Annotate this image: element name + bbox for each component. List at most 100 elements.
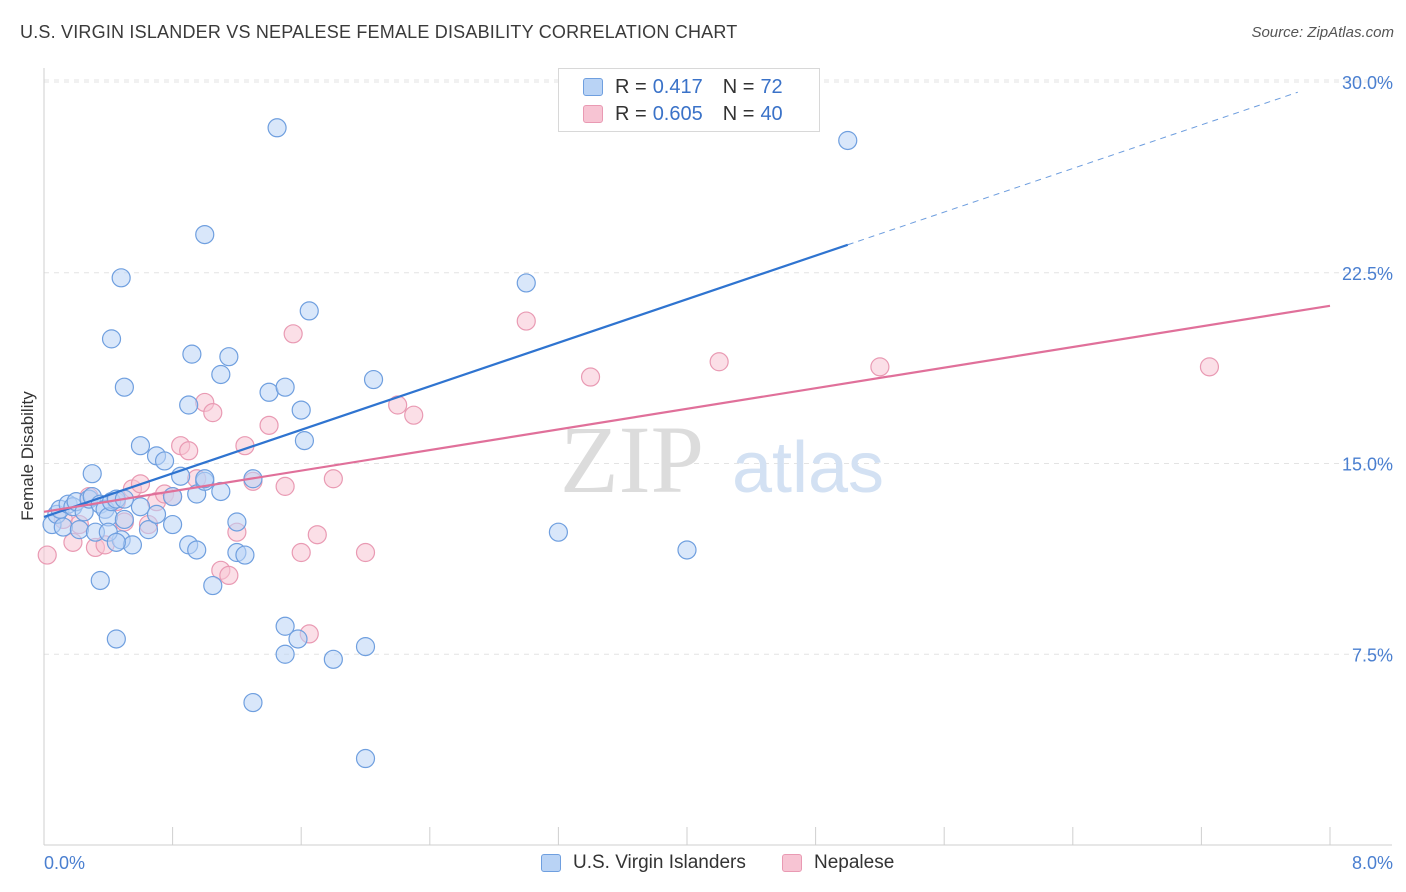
point-virgin-islanders bbox=[677, 540, 697, 560]
trend-line-nepalese bbox=[43, 304, 1331, 513]
point-virgin-islanders bbox=[299, 301, 319, 321]
r-label: R = bbox=[615, 102, 647, 125]
point-virgin-islanders bbox=[114, 377, 134, 397]
point-virgin-islanders bbox=[90, 570, 110, 591]
tick-labels: 7.5% 15.0% 22.5% 30.0% 0.0% 8.0% bbox=[44, 73, 1393, 873]
y-tick-label: 30.0% bbox=[1342, 73, 1393, 93]
point-virgin-islanders bbox=[146, 504, 167, 524]
point-virgin-islanders bbox=[243, 692, 263, 713]
point-virgin-islanders bbox=[275, 616, 295, 636]
point-virgin-islanders bbox=[106, 629, 126, 649]
legend-label: U.S. Virgin Islanders bbox=[573, 852, 746, 873]
point-virgin-islanders bbox=[355, 637, 376, 657]
y-tick-label: 7.5% bbox=[1352, 645, 1393, 665]
point-nepalese bbox=[323, 469, 343, 489]
trend-lines bbox=[43, 91, 1331, 518]
legend-label: Nepalese bbox=[814, 852, 895, 873]
point-nepalese bbox=[283, 324, 303, 344]
y-tick-label: 15.0% bbox=[1342, 455, 1393, 475]
point-nepalese bbox=[355, 542, 376, 563]
r-label: R = bbox=[615, 75, 647, 98]
pink-swatch bbox=[782, 854, 802, 872]
watermark: ZIP atlas bbox=[560, 406, 884, 513]
point-virgin-islanders bbox=[267, 118, 287, 138]
point-nepalese bbox=[870, 357, 890, 377]
point-virgin-islanders bbox=[82, 464, 102, 484]
point-virgin-islanders bbox=[163, 514, 183, 535]
x-tick-label: 0.0% bbox=[44, 853, 85, 873]
n-value: 72 bbox=[760, 75, 783, 98]
pink-swatch bbox=[583, 105, 603, 123]
point-virgin-islanders bbox=[227, 512, 247, 532]
watermark-zip: ZIP bbox=[560, 406, 704, 513]
point-nepalese bbox=[275, 476, 295, 496]
chart-title: U.S. VIRGIN ISLANDER VS NEPALESE FEMALE … bbox=[20, 22, 738, 42]
axes bbox=[43, 68, 1392, 846]
legend-item-virgin-islanders: U.S. Virgin Islanders bbox=[541, 852, 746, 874]
point-virgin-islanders bbox=[291, 400, 311, 420]
point-virgin-islanders bbox=[182, 344, 202, 364]
point-virgin-islanders bbox=[838, 130, 858, 151]
point-nepalese bbox=[203, 403, 223, 423]
point-virgin-islanders bbox=[363, 369, 384, 390]
point-virgin-islanders bbox=[259, 382, 279, 402]
point-virgin-islanders bbox=[138, 520, 159, 540]
point-nepalese bbox=[219, 565, 239, 586]
point-nepalese bbox=[388, 395, 408, 415]
point-virgin-islanders bbox=[203, 575, 223, 596]
point-virgin-islanders bbox=[154, 451, 175, 471]
point-nepalese bbox=[580, 367, 601, 387]
point-virgin-islanders bbox=[195, 225, 215, 245]
point-nepalese bbox=[291, 542, 311, 563]
n-label: N = bbox=[722, 102, 755, 125]
point-virgin-islanders bbox=[275, 377, 295, 397]
point-virgin-islanders bbox=[101, 329, 122, 349]
blue-swatch bbox=[541, 854, 561, 872]
point-nepalese bbox=[404, 405, 424, 425]
point-virgin-islanders bbox=[122, 535, 143, 555]
series-legend: U.S. Virgin Islanders Nepalese bbox=[0, 852, 1406, 878]
point-virgin-islanders bbox=[288, 629, 308, 649]
trend-line-virgin-islanders-extension bbox=[847, 91, 1299, 246]
point-virgin-islanders bbox=[53, 517, 73, 537]
series-virgin-islanders-points bbox=[42, 118, 858, 769]
point-virgin-islanders bbox=[323, 649, 343, 669]
point-virgin-islanders bbox=[130, 436, 151, 456]
n-label: N = bbox=[722, 75, 755, 98]
point-nepalese bbox=[259, 415, 279, 435]
point-nepalese bbox=[1199, 357, 1220, 377]
trend-line-virgin-islanders bbox=[43, 243, 849, 518]
point-virgin-islanders bbox=[294, 431, 315, 451]
point-virgin-islanders bbox=[516, 273, 536, 293]
point-nepalese bbox=[709, 352, 729, 372]
watermark-atlas: atlas bbox=[732, 428, 884, 508]
point-virgin-islanders bbox=[187, 540, 207, 560]
r-value: 0.417 bbox=[652, 75, 703, 98]
r-value: 0.605 bbox=[652, 102, 703, 125]
point-virgin-islanders bbox=[195, 469, 215, 489]
x-tick-label: 8.0% bbox=[1352, 853, 1393, 873]
point-virgin-islanders bbox=[235, 545, 255, 565]
point-virgin-islanders bbox=[211, 364, 231, 385]
y-tick-label: 22.5% bbox=[1342, 264, 1393, 284]
point-nepalese bbox=[179, 441, 199, 461]
n-value: 40 bbox=[760, 102, 783, 125]
stats-row-virgin-islanders: R = 0.417 N = 72 bbox=[583, 74, 783, 100]
point-virgin-islanders bbox=[130, 497, 151, 517]
point-virgin-islanders bbox=[275, 644, 295, 664]
blue-swatch bbox=[583, 78, 603, 96]
point-virgin-islanders bbox=[179, 395, 199, 415]
stats-row-nepalese: R = 0.605 N = 40 bbox=[583, 101, 783, 127]
point-virgin-islanders bbox=[548, 522, 569, 542]
point-virgin-islanders bbox=[219, 347, 239, 367]
source-label: Source: ZipAtlas.com bbox=[1251, 24, 1394, 41]
point-virgin-islanders bbox=[355, 748, 376, 769]
point-virgin-islanders bbox=[106, 532, 126, 552]
point-virgin-islanders bbox=[69, 520, 89, 540]
point-virgin-islanders bbox=[114, 509, 134, 530]
point-nepalese bbox=[516, 311, 536, 331]
legend-item-nepalese: Nepalese bbox=[782, 852, 894, 874]
stats-legend: R = 0.417 N = 72 R = 0.605 N = 40 bbox=[558, 68, 820, 132]
point-virgin-islanders bbox=[111, 268, 131, 288]
